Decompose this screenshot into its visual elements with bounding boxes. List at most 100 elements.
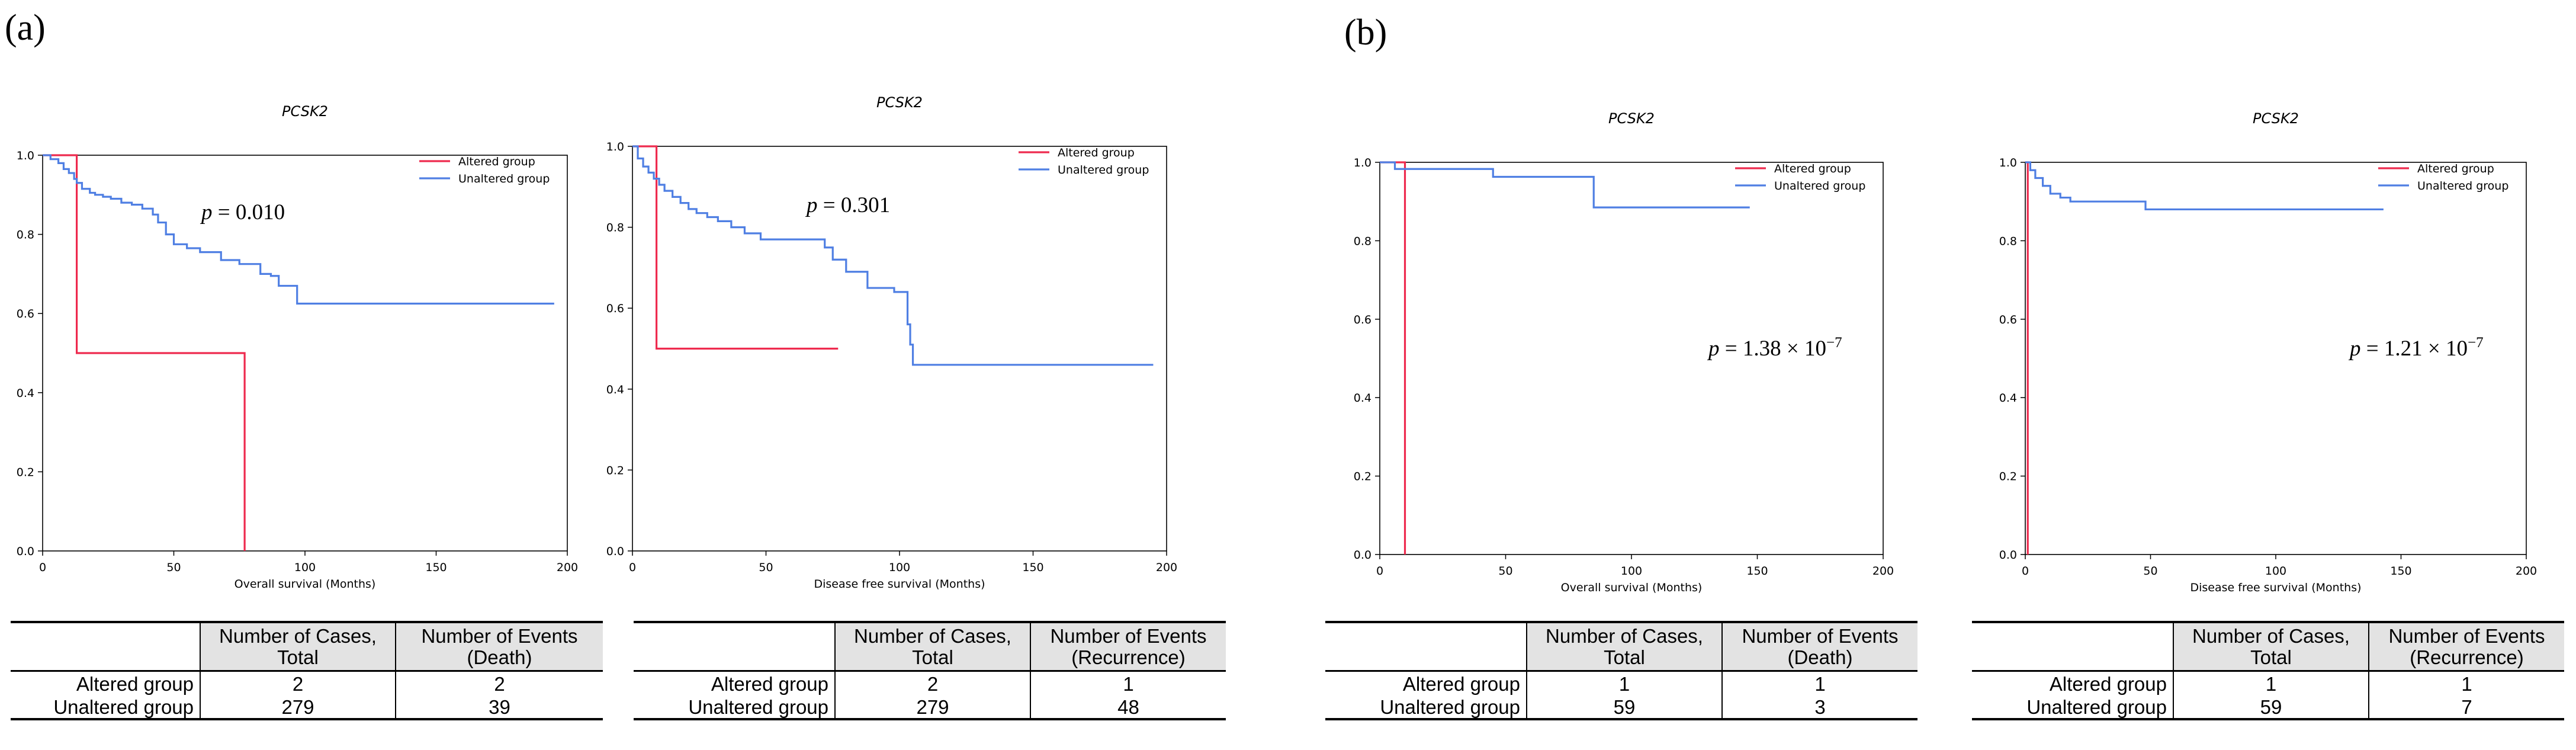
y-tick-label: 0.0 — [1999, 549, 2017, 562]
x-tick-label: 0 — [629, 561, 636, 574]
legend-label-altered: Altered group — [458, 155, 535, 168]
x-tick-label: 200 — [1872, 565, 1894, 578]
p-value-annotation: p = 0.301 — [805, 193, 890, 217]
y-tick-label: 1.0 — [1999, 156, 2017, 169]
y-tick-label: 0.0 — [17, 545, 34, 558]
row-label: Unaltered group — [53, 696, 194, 719]
table-row: Unaltered group 279 48 — [634, 695, 1226, 720]
cases-value: 1 — [2173, 671, 2369, 695]
x-tick-label: 50 — [2143, 565, 2157, 578]
x-tick-label: 200 — [557, 561, 578, 574]
x-tick-label: 200 — [1156, 561, 1177, 574]
y-tick-label: 0.6 — [1999, 313, 2017, 326]
altered-group-curve — [1380, 161, 1406, 555]
panel-label-a: (a) — [5, 8, 46, 48]
events-value: 3 — [1721, 695, 1917, 720]
x-tick-label: 50 — [166, 561, 181, 574]
chart-title: PCSK2 — [876, 94, 923, 111]
cases-value: 2 — [834, 671, 1030, 695]
cases-value: 2 — [200, 671, 396, 695]
unaltered-group-curve — [1380, 161, 1750, 209]
chart-title: PCSK2 — [282, 103, 328, 120]
chart-title: PCSK2 — [1608, 110, 1655, 127]
table-header-cases: Number of Cases, Total — [200, 622, 396, 671]
row-label: Altered group — [76, 673, 194, 695]
x-tick-label: 50 — [1498, 565, 1512, 578]
p-symbol: p — [805, 193, 818, 217]
x-tick-label: 100 — [1621, 565, 1642, 578]
p-value-text: = 0.301 — [818, 193, 891, 217]
table-header-events: Number of Events (Recurrence) — [1030, 622, 1226, 671]
row-label: Unaltered group — [688, 696, 828, 719]
table-header-cases: Number of Cases, Total — [1526, 622, 1722, 671]
case-table-3: Number of Cases, Total Number of Events … — [1325, 621, 1917, 720]
cases-value: 279 — [834, 695, 1030, 720]
table-header-corner — [634, 622, 835, 671]
y-tick-label: 0.2 — [1999, 470, 2017, 483]
y-tick-label: 0.4 — [17, 387, 34, 400]
cases-value: 1 — [1526, 671, 1722, 695]
case-table-4: Number of Cases, Total Number of Events … — [1972, 621, 2564, 720]
row-label: Unaltered group — [1380, 696, 1520, 719]
row-label: Altered group — [1402, 673, 1520, 695]
y-tick-label: 0.2 — [606, 464, 624, 477]
x-tick-label: 200 — [2516, 565, 2537, 578]
table-row: Unaltered group 59 3 — [1325, 695, 1917, 720]
x-tick-label: 0 — [39, 561, 46, 574]
x-tick-label: 150 — [1022, 561, 1043, 574]
y-tick-label: 0.4 — [1354, 392, 1371, 405]
y-tick-label: 0.4 — [1999, 392, 2017, 405]
figure-canvas: 0 50 100 150 200 0.0 0.2 0.4 0.6 0.8 1.0 PCSK2 Overa… — [17, 94, 2537, 594]
p-value-text: = 0.010 — [213, 200, 285, 225]
events-value: 48 — [1030, 695, 1226, 720]
x-tick-label: 0 — [1376, 565, 1383, 578]
p-value-annotation: p = 1.38 × 10−7 — [1707, 335, 1842, 361]
y-tick-label: 0.0 — [1354, 549, 1371, 562]
p-value-text: = 1.21 × 10 — [2361, 336, 2468, 361]
p-value-exponent: −7 — [2468, 335, 2484, 351]
row-label: Altered group — [2049, 673, 2167, 695]
x-tick-label: 100 — [294, 561, 316, 574]
row-label: Altered group — [711, 673, 828, 695]
km-chart-4: 0 50 100 150 200 0.0 0.2 0.4 0.6 0.8 1.0 PCSK2 Disea… — [1999, 110, 2537, 594]
x-tick-label: 0 — [2022, 565, 2029, 578]
x-tick-label: 150 — [1746, 565, 1768, 578]
y-tick-label: 0.8 — [606, 222, 624, 235]
table-header-events: Number of Events (Death) — [1721, 622, 1917, 671]
x-axis-label: Overall survival (Months) — [1561, 581, 1703, 594]
p-value-annotation: p = 1.21 × 10−7 — [2348, 335, 2484, 361]
table-row: Altered group 2 2 — [11, 671, 603, 695]
table-header-cases: Number of Cases, Total — [2173, 622, 2369, 671]
chart-title: PCSK2 — [2253, 110, 2299, 127]
cases-value: 59 — [2173, 695, 2369, 720]
x-tick-label: 100 — [2265, 565, 2286, 578]
x-tick-label: 100 — [889, 561, 910, 574]
x-tick-label: 150 — [2390, 565, 2411, 578]
legend-label-altered: Altered group — [1058, 146, 1135, 159]
x-axis-label: Disease free survival (Months) — [2190, 581, 2361, 594]
table-header-corner — [1325, 622, 1527, 671]
p-value-annotation: p = 0.010 — [200, 200, 285, 225]
y-tick-label: 0.6 — [606, 302, 624, 315]
y-tick-label: 1.0 — [606, 140, 624, 153]
case-table-1: Number of Cases, Total Number of Events … — [11, 621, 603, 720]
unaltered-group-curve — [2025, 161, 2384, 211]
events-value: 7 — [2368, 695, 2564, 720]
unaltered-group-curve — [43, 154, 554, 305]
legend-label-unaltered: Unaltered group — [2417, 180, 2508, 193]
cases-value: 59 — [1526, 695, 1722, 720]
table-row: Altered group 1 1 — [1972, 671, 2564, 695]
case-table-2: Number of Cases, Total Number of Events … — [634, 621, 1226, 720]
y-tick-label: 0.2 — [17, 466, 34, 479]
events-value: 1 — [2368, 671, 2564, 695]
legend-label-unaltered: Unaltered group — [1058, 164, 1149, 177]
cases-value: 279 — [200, 695, 396, 720]
altered-group-curve — [43, 154, 246, 551]
p-symbol: p — [200, 200, 213, 225]
events-value: 1 — [1721, 671, 1917, 695]
table-header-corner — [1972, 622, 2173, 671]
y-tick-label: 0.2 — [1354, 470, 1371, 483]
y-tick-label: 0.6 — [1354, 313, 1371, 326]
events-value: 1 — [1030, 671, 1226, 695]
y-tick-label: 1.0 — [1354, 156, 1371, 169]
